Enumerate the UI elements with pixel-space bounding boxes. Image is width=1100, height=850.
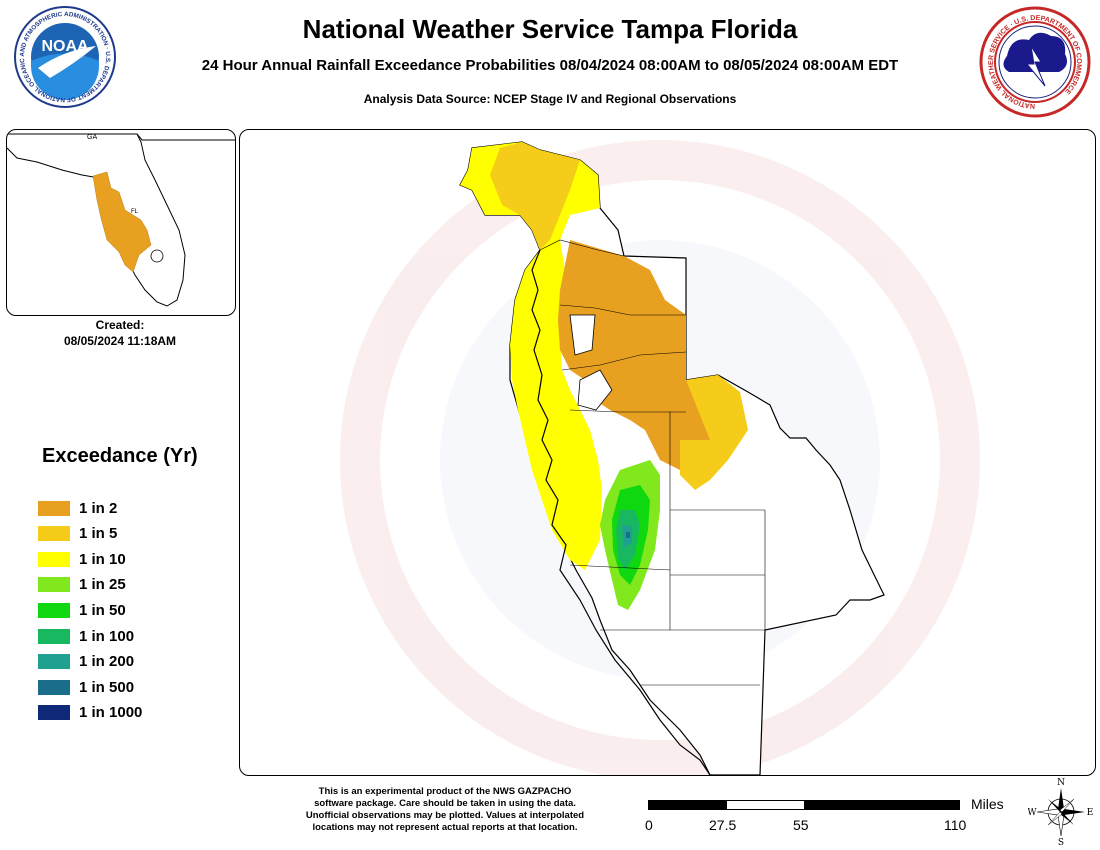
disclaimer: This is an experimental product of the N…: [270, 786, 620, 834]
legend-swatch: [38, 577, 70, 593]
scale-tick-label: 55: [793, 817, 809, 833]
scale-tick-label: 0: [645, 817, 653, 833]
legend-label: 1 in 25: [79, 576, 126, 594]
legend-swatch: [38, 705, 70, 721]
scale-tick-label: 27.5: [709, 817, 737, 833]
compass-w: W: [1028, 808, 1037, 818]
scale-tick-label: 110: [944, 817, 967, 833]
nws-logo: NATIONAL WEATHER SERVICE · U.S. DEPARTME…: [979, 6, 1091, 118]
legend-label: 1 in 200: [79, 653, 135, 671]
legend-label: 1 in 2: [79, 499, 118, 517]
legend-swatch: [38, 654, 70, 670]
legend-label: 1 in 500: [79, 678, 135, 696]
legend-swatch: [38, 551, 70, 567]
inset-map: GA FL: [6, 129, 236, 316]
legend-label: 1 in 50: [79, 601, 126, 619]
noaa-logo: NOAA NATIONAL OCEANIC AND ATMOSPHERIC AD…: [8, 6, 116, 108]
legend-item: 1 in 2: [38, 499, 117, 517]
page-subtitle: 24 Hour Annual Rainfall Exceedance Proba…: [201, 57, 899, 74]
legend-item: 1 in 500: [38, 678, 134, 696]
compass-rose-icon: N S W E: [1028, 778, 1094, 846]
compass-s: S: [1058, 838, 1064, 846]
noaa-wordmark: NOAA: [41, 38, 89, 55]
legend-item: 1 in 100: [38, 627, 134, 645]
legend-swatch: [38, 628, 70, 644]
inset-label-ga: GA: [87, 134, 97, 141]
legend-item: 1 in 50: [38, 601, 126, 619]
legend-label: 1 in 5: [79, 525, 118, 543]
nws-watermark: [340, 140, 980, 775]
data-source-text: Analysis Data Source: NCEP Stage IV and …: [363, 92, 737, 106]
disclaimer-line: Unofficial observations may be plotted. …: [305, 810, 585, 821]
legend-swatch: [38, 679, 70, 695]
legend-swatch: [38, 500, 70, 516]
compass-n: N: [1057, 778, 1065, 788]
legend-item: 1 in 10: [38, 550, 126, 568]
legend-swatch: [38, 526, 70, 542]
legend-swatch: [38, 602, 70, 618]
scale-bar: [648, 800, 960, 810]
legend-item: 1 in 25: [38, 576, 126, 594]
scale-unit: Miles: [971, 796, 1004, 812]
disclaimer-line: This is an experimental product of the N…: [318, 786, 572, 797]
legend-label: 1 in 1000: [79, 704, 143, 722]
legend-item: 1 in 5: [38, 525, 117, 543]
legend-item: 1 in 1000: [38, 704, 142, 722]
created-label: Created:: [95, 318, 145, 332]
legend-label: 1 in 10: [79, 550, 126, 568]
main-map: [239, 129, 1096, 776]
legend-item: 1 in 200: [38, 653, 134, 671]
created-value: 08/05/2024 11:18AM: [63, 334, 177, 348]
inset-label-fl: FL: [131, 209, 139, 215]
legend-label: 1 in 100: [79, 627, 135, 645]
compass-e: E: [1087, 808, 1094, 818]
page-title: National Weather Service Tampa Florida: [302, 14, 798, 44]
disclaimer-line: locations may not represent actual repor…: [312, 822, 578, 833]
disclaimer-line: software package. Care should be taken i…: [314, 798, 576, 809]
legend-title: Exceedance (Yr): [42, 445, 198, 467]
